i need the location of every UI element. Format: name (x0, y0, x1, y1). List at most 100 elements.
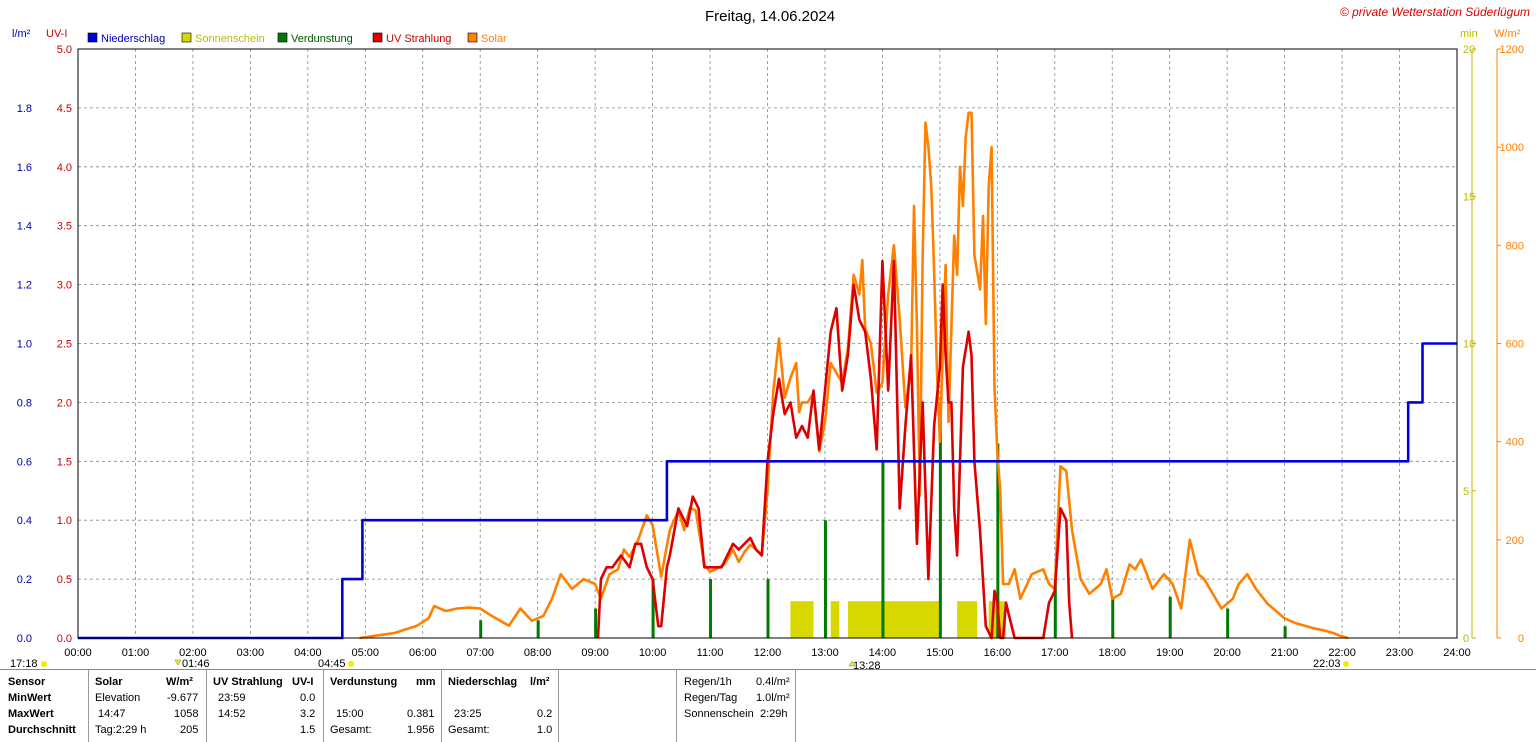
max-uv-time: 14:52 (218, 708, 246, 720)
divider (323, 670, 324, 742)
x-tick-label: 21:00 (1271, 647, 1299, 659)
x-tick-label: 09:00 (581, 647, 609, 659)
legend-label: Solar (481, 33, 507, 45)
sun-marker (348, 661, 354, 667)
evaporation-bar (996, 443, 1000, 638)
sunshine-bar (957, 601, 978, 638)
sun-tick-label: 5 (1463, 486, 1469, 498)
solar-tick-label: 1200 (1500, 44, 1524, 56)
legend-swatch (87, 32, 98, 43)
sun-marker (41, 661, 47, 667)
solar-tick-label: 400 (1506, 437, 1524, 449)
rain-tick-label: 1.6 (17, 162, 32, 174)
evaporation-bar (823, 520, 827, 638)
x-tick-label: 08:00 (524, 647, 552, 659)
header-niederschlag-unit: l/m² (530, 676, 550, 688)
x-tick-label: 02:00 (179, 647, 207, 659)
evaporation-bar (1111, 596, 1115, 638)
x-tick-label: 17:00 (1041, 647, 1069, 659)
summary-value: 0.4l/m² (756, 676, 790, 688)
solar-tick-label: 0 (1518, 633, 1524, 645)
evaporation-bar (1168, 596, 1172, 638)
sun-tick-label: 0 (1463, 633, 1469, 645)
evaporation-bar (881, 461, 885, 638)
header-uv-unit: UV-I (292, 676, 314, 688)
uv-tick-label: 3.5 (57, 221, 72, 233)
sun-tick-label: 15 (1463, 191, 1475, 203)
uv-tick-label: 3.0 (57, 280, 72, 292)
solar-tick-label: 800 (1506, 240, 1524, 252)
rain-tick-label: 1.8 (17, 103, 32, 115)
sun-marker (1343, 661, 1349, 667)
max-verdunstung-value: 0.381 (407, 708, 435, 720)
legend-swatch (277, 32, 288, 43)
header-solar: Solar (95, 676, 123, 688)
sun-axis-unit: min (1460, 28, 1478, 40)
x-tick-label: 06:00 (409, 647, 437, 659)
row-label: MinWert (8, 692, 52, 704)
divider (795, 670, 796, 742)
header-verdunstung-unit: mm (416, 676, 436, 688)
uv-axis-unit: UV-I (46, 28, 67, 40)
rain-tick-label: 1.2 (17, 280, 32, 292)
evaporation-bar (479, 620, 483, 638)
x-tick-label: 03:00 (237, 647, 265, 659)
divider (676, 670, 677, 742)
max-solar-time: 14:47 (98, 708, 126, 720)
header-uv: UV Strahlung (213, 676, 283, 688)
evaporation-bar (1283, 626, 1287, 638)
sunshine-bar (830, 601, 840, 638)
summary-label: Regen/1h (684, 676, 732, 688)
x-tick-label: 23:00 (1386, 647, 1414, 659)
avg-solar-value: 205 (180, 724, 199, 736)
divider (558, 670, 559, 742)
summary-value: 1.0l/m² (756, 692, 790, 704)
rain-line (78, 342, 1457, 640)
grid (78, 49, 1457, 638)
elevation-marker (174, 659, 182, 666)
rain-tick-label: 0.4 (17, 515, 32, 527)
sun-tick-label: 20 (1463, 44, 1475, 56)
uv-tick-label: 1.0 (57, 515, 72, 527)
uv-tick-label: 4.5 (57, 103, 72, 115)
markers: 17:18 01:46 04:45 13:28 22:03 (10, 658, 1349, 669)
sunset-label: 22:03 (1313, 658, 1341, 669)
solar-tick-label: 1000 (1500, 142, 1524, 154)
evaporation-bar (594, 608, 598, 638)
sunrise-label: 04:45 (318, 658, 346, 669)
x-tick-label: 22:00 (1328, 647, 1356, 659)
legend: Niederschlag Sonnenschein Verdunstung UV St… (87, 32, 507, 45)
weather-chart: Freitag, 14.06.2024 © private Wetterstat… (10, 5, 1530, 669)
max-uv-value: 3.2 (300, 708, 316, 720)
rain-axis-unit: l/m² (12, 28, 31, 40)
min-solar-value: -9.677 (167, 692, 199, 704)
sun-tick-label: 10 (1463, 339, 1475, 351)
legend-label: Verdunstung (291, 33, 353, 45)
sunshine-bar (790, 601, 814, 638)
uv-tick-label: 0.5 (57, 574, 72, 586)
min-uv-time: 23:59 (218, 692, 246, 704)
niederschlag-total-value: 1.0 (537, 724, 553, 736)
evaporation-bar (709, 579, 713, 638)
solar-axis-unit: W/m² (1494, 28, 1521, 40)
rain-tick-label: 0.0 (17, 633, 32, 645)
x-tick-label: 24:00 (1443, 647, 1471, 659)
rain-tick-label: 0.6 (17, 456, 32, 468)
uv-tick-label: 0.0 (57, 633, 72, 645)
divider (441, 670, 442, 742)
legend-label: Sonnenschein (195, 33, 265, 45)
rain-tick-label: 1.0 (17, 339, 32, 351)
legend-swatch (181, 32, 192, 43)
uv-tick-label: 2.0 (57, 397, 72, 409)
evaporation-bar (766, 579, 770, 638)
solar-tick-label: 200 (1506, 535, 1524, 547)
sunrise-left-label: 17:18 (10, 658, 38, 669)
niederschlag-total-label: Gesamt: (448, 724, 490, 736)
max-niederschlag-value: 0.2 (537, 708, 553, 720)
x-tick-label: 14:00 (869, 647, 897, 659)
x-tick-label: 00:00 (64, 647, 92, 659)
uv-tick-label: 1.5 (57, 456, 72, 468)
evaporation-bar (536, 620, 540, 638)
legend-label: UV Strahlung (386, 33, 451, 45)
evaporation-bar (651, 579, 655, 638)
